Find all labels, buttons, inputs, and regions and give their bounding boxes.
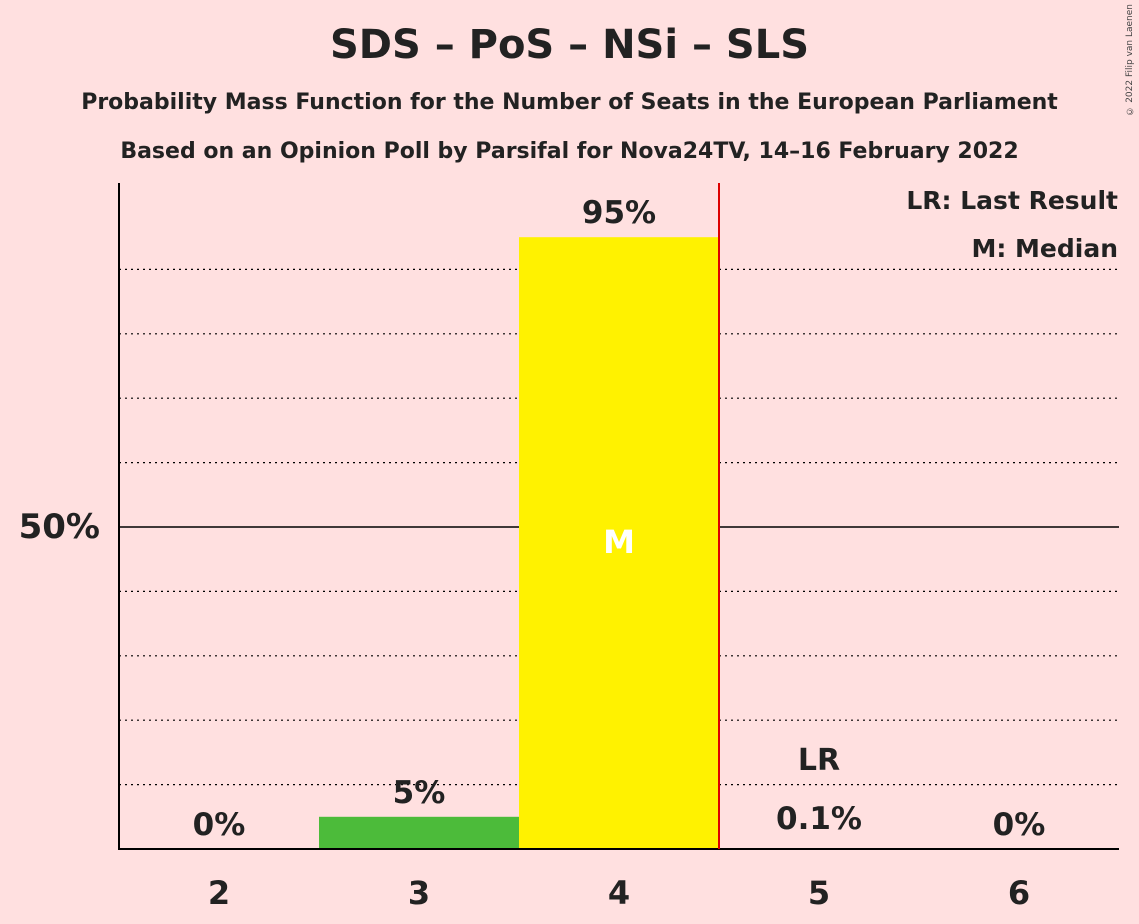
bar-4	[519, 237, 719, 849]
median-marker: M	[603, 523, 635, 561]
legend-last-result: LR: Last Result	[906, 186, 1118, 215]
bars	[319, 237, 919, 849]
x-tick-label-5: 5	[808, 874, 830, 912]
chart-subtitle: Probability Mass Function for the Number…	[81, 90, 1058, 115]
last-result-marker: LR	[798, 743, 840, 778]
bar-label-5: 0.1%	[776, 801, 862, 837]
bar-3	[319, 816, 519, 849]
x-tick-label-4: 4	[608, 874, 630, 912]
y-tick-label-50: 50%	[19, 507, 100, 547]
bar-label-3: 5%	[393, 775, 446, 811]
x-tick-label-3: 3	[408, 874, 430, 912]
x-tick-labels: 2 3 4 5 6	[208, 874, 1030, 912]
bar-label-2: 0%	[193, 807, 246, 843]
x-tick-label-6: 6	[1008, 874, 1030, 912]
chart-subtitle-source: Based on an Opinion Poll by Parsifal for…	[120, 139, 1019, 164]
bar-label-6: 0%	[993, 807, 1046, 843]
chart-title: SDS – PoS – NSi – SLS	[329, 22, 810, 68]
x-tick-label-2: 2	[208, 874, 230, 912]
legend-median: M: Median	[971, 234, 1118, 263]
bar-label-4: 95%	[582, 195, 656, 231]
bar-value-labels: 0% 5% 95% 0.1% 0%	[193, 195, 1046, 843]
